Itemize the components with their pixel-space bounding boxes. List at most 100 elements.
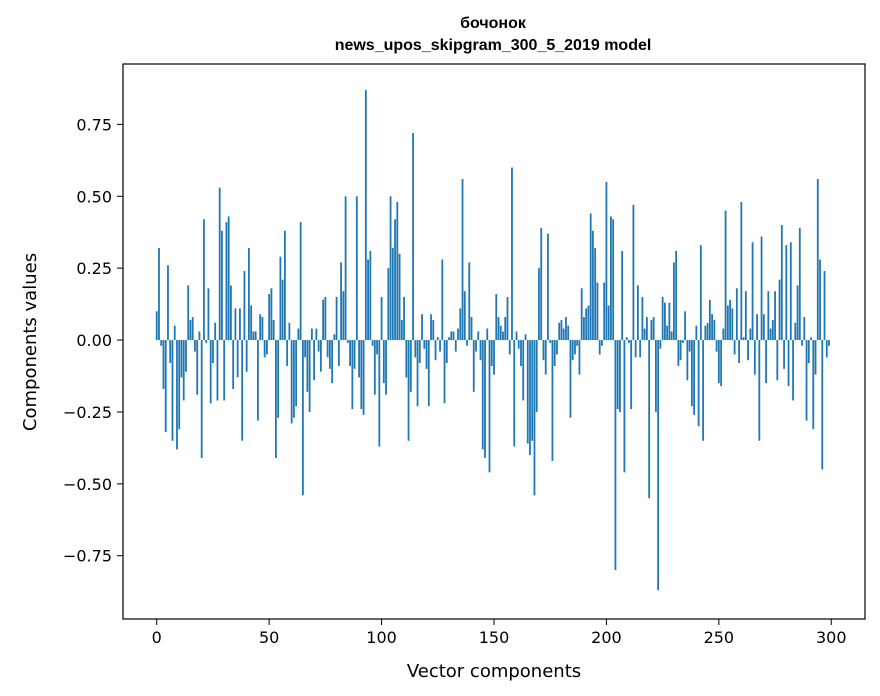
bar-108	[398, 253, 401, 341]
bar-119	[423, 340, 426, 349]
bar-23	[207, 288, 210, 341]
bar-240	[695, 325, 698, 341]
bar-3	[162, 340, 165, 389]
bar-193	[589, 213, 592, 341]
bar-87	[351, 340, 354, 410]
bar-94	[367, 259, 369, 341]
bar-101	[382, 340, 385, 384]
bar-124	[434, 340, 437, 361]
bar-261	[742, 337, 745, 341]
x-axis-ticks: 0 50 100 150 200 250 300	[152, 619, 847, 647]
bar-121	[427, 340, 430, 407]
bar-51	[270, 288, 273, 341]
bar-211	[630, 340, 633, 410]
bar-265	[751, 242, 754, 341]
bar-24	[209, 340, 212, 404]
bar-245	[706, 322, 709, 341]
bar-205	[616, 340, 619, 410]
bar-237	[688, 340, 691, 352]
bar-224	[659, 340, 662, 349]
bar-264	[749, 328, 752, 341]
bar-269	[760, 236, 763, 341]
bar-150	[493, 340, 495, 375]
bar-11	[180, 340, 183, 378]
bar-297	[823, 271, 826, 341]
bar-68	[308, 340, 311, 412]
bar-65	[301, 340, 304, 496]
bar-116	[416, 340, 419, 407]
bar-144	[479, 340, 482, 361]
bar-109	[400, 319, 403, 341]
bar-271	[765, 340, 767, 384]
bar-249	[715, 340, 718, 352]
bar-234	[681, 340, 684, 343]
bar-77	[328, 340, 331, 369]
bar-273	[769, 328, 772, 341]
bar-64	[299, 222, 302, 341]
bar-38	[241, 340, 244, 441]
bar-157	[508, 340, 511, 355]
bar-209	[625, 337, 628, 341]
y-axis-ticks: 0.75 0.50 0.25 0.00 −0.25 −0.50 −0.75	[63, 115, 123, 566]
bar-286	[798, 227, 801, 341]
bar-26	[214, 322, 217, 341]
bar-203	[612, 219, 615, 341]
bar-6	[169, 340, 172, 364]
bar-241	[697, 340, 700, 427]
bar-281	[787, 340, 790, 387]
bar-226	[663, 302, 666, 341]
bar-63	[297, 328, 300, 341]
bar-232	[677, 340, 680, 366]
bar-99	[378, 340, 381, 447]
bar-282	[789, 242, 792, 341]
bar-45	[257, 340, 259, 421]
chart-title-line-1: бочонок	[460, 15, 527, 32]
y-tick-label: 0.25	[76, 259, 112, 278]
bar-34	[232, 340, 235, 389]
bar-289	[805, 340, 808, 421]
bar-75	[324, 296, 327, 341]
bar-202	[610, 216, 612, 341]
bar-137	[463, 291, 466, 341]
bar-62	[295, 340, 298, 407]
bar-84	[344, 196, 347, 341]
bar-147	[486, 328, 489, 341]
bar-172	[542, 340, 545, 361]
bar-89	[355, 196, 358, 341]
bar-159	[513, 340, 516, 447]
bar-42	[250, 305, 253, 341]
bar-20	[200, 340, 203, 458]
y-tick-label: −0.50	[63, 475, 112, 494]
bar-128	[443, 340, 446, 404]
bar-127	[441, 259, 444, 341]
bar-105	[391, 248, 394, 341]
bar-279	[783, 340, 785, 369]
bar-267	[756, 314, 758, 341]
bar-110	[403, 296, 405, 341]
bar-25	[212, 340, 214, 364]
y-tick-label: −0.75	[63, 547, 112, 566]
bar-30	[223, 340, 226, 401]
bar-120	[425, 340, 428, 369]
bar-179	[558, 322, 561, 341]
bar-61	[292, 340, 295, 418]
bar-31	[225, 222, 228, 341]
bar-268	[758, 340, 761, 441]
bar-229	[670, 331, 673, 341]
bar-78	[331, 340, 334, 384]
bar-60	[290, 340, 293, 424]
bar-222	[654, 340, 657, 412]
bar-189	[580, 288, 583, 341]
bar-115	[414, 340, 417, 358]
bar-277	[778, 279, 781, 341]
bar-66	[304, 340, 307, 358]
bar-169	[535, 340, 538, 412]
bar-210	[628, 340, 630, 343]
bar-206	[619, 340, 621, 412]
bar-27	[216, 340, 219, 401]
bar-95	[369, 250, 372, 341]
bar-171	[540, 227, 543, 341]
y-tick-label: 0.50	[76, 187, 112, 206]
bar-118	[421, 314, 423, 341]
